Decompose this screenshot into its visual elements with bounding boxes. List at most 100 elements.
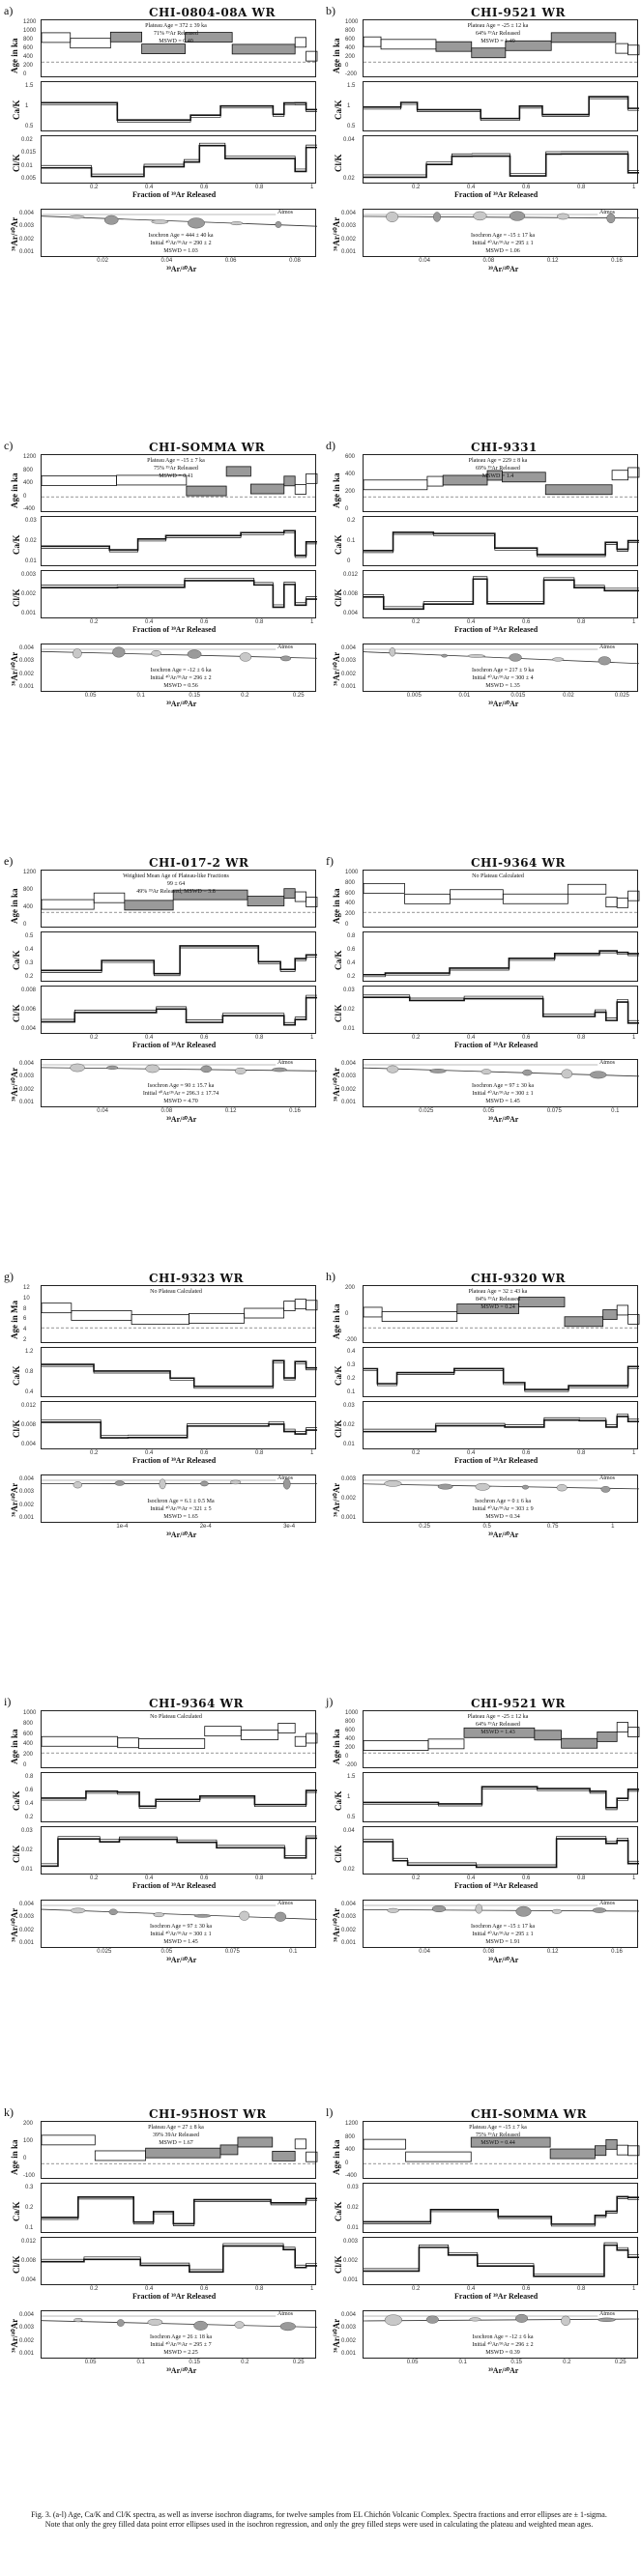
ca-k-axis-label: Ca/K bbox=[334, 1365, 343, 1386]
plateau-annotation: Plateau Age = 372 ± 39 ka 71% ³⁹Ar Releas… bbox=[99, 22, 253, 45]
error-ellipse bbox=[106, 1065, 119, 1070]
isochron-y-tick-label: 0.001 bbox=[341, 1515, 357, 1521]
isochron-y-tick-label: 0.001 bbox=[19, 2351, 35, 2357]
fraction-tick-label: 0.8 bbox=[577, 1035, 586, 1041]
panel-title: CHI-9331 bbox=[471, 441, 538, 454]
isochron-y-axis-label: ³⁶Ar/⁴⁰Ar bbox=[332, 1907, 341, 1942]
cl-k-plot bbox=[363, 135, 639, 184]
panel-d: d) CHI-9331 Age in ka 600 400 200 0 Plateau Age… bbox=[326, 439, 640, 844]
isochron-x-tick-label: 0.12 bbox=[546, 1949, 559, 1955]
fraction-tick-label: 0.2 bbox=[90, 185, 99, 190]
age-spectrum-steps bbox=[41, 466, 318, 498]
error-ellipse bbox=[147, 2318, 163, 2326]
age-tick-label: -100 bbox=[23, 2173, 36, 2179]
ca-k-tick-label: 0.2 bbox=[25, 1815, 34, 1820]
ca-k-line bbox=[42, 2195, 317, 2225]
age-tick-label: 1000 bbox=[345, 870, 359, 875]
fraction-tick-label: 0.2 bbox=[90, 1450, 99, 1456]
age-step bbox=[117, 1737, 139, 1749]
isochron-annotation: Isochron Age = 26 ± 18 ka Initial ⁴⁰Ar/³⁶… bbox=[108, 2333, 253, 2357]
isochron-annotation-line: Isochron Age = 6.1 ± 0.5 Ma bbox=[147, 1499, 215, 1504]
age-step bbox=[283, 475, 296, 487]
cl-k-spectrum bbox=[364, 1836, 639, 1869]
age-tick-label: -400 bbox=[345, 2173, 358, 2179]
isochron-y-tick-label: 0.003 bbox=[341, 658, 357, 665]
error-ellipse bbox=[384, 2314, 402, 2326]
plateau-annotation-line: 84% ³⁹Ar Released bbox=[476, 1297, 520, 1302]
age-axis-label: Age in ka bbox=[332, 2139, 341, 2175]
isochron-x-tick-label: 1e-4 bbox=[116, 1524, 129, 1530]
isochron-x-tick-label: 0.1 bbox=[611, 1108, 620, 1114]
isochron-annotation-line: MSWD = 1.35 bbox=[485, 683, 520, 689]
cl-k-tick-label: 0.02 bbox=[21, 137, 33, 143]
isochron-annotation: Isochron Age = -12 ± 6 ka Initial ⁴⁰Ar/³⁶… bbox=[430, 2333, 575, 2357]
isochron-x-tick-label: 0.04 bbox=[419, 1949, 430, 1955]
isochron-x-tick-label: 1 bbox=[611, 1524, 615, 1530]
isochron-diagram bbox=[363, 1903, 640, 1917]
age-spectrum-plot bbox=[41, 19, 318, 77]
plateau-annotation-line: Weighted Mean Age of Plateau-like Fracti… bbox=[123, 873, 229, 879]
error-ellipse bbox=[145, 1064, 160, 1073]
age-tick-label: 400 bbox=[345, 1736, 356, 1742]
ca-k-tick-label: 0.01 bbox=[25, 558, 37, 564]
age-tick-label: 0 bbox=[345, 63, 349, 69]
cl-k-tick-label: 0.02 bbox=[343, 1007, 355, 1013]
cl-k-error-line bbox=[364, 576, 639, 608]
ca-k-tick-label: 0.2 bbox=[347, 518, 356, 524]
cl-k-tick-label: 0.003 bbox=[343, 2239, 359, 2245]
isochron-x-tick-label: 0.25 bbox=[614, 2360, 626, 2365]
fraction-tick-label: 0.2 bbox=[90, 2286, 99, 2292]
cl-k-tick-label: 0.003 bbox=[21, 572, 37, 578]
ca-k-error-line bbox=[42, 1361, 317, 1389]
fraction-tick-label: 0.2 bbox=[90, 1035, 99, 1041]
fraction-tick-label: 1 bbox=[310, 1875, 314, 1881]
isochron-annotation-line: Isochron Age = 90 ± 15.7 ka bbox=[147, 1083, 215, 1089]
age-tick-label: 200 bbox=[345, 911, 356, 918]
isochron-annotation-line: Isochron Age = 444 ± 40 ka bbox=[148, 233, 214, 239]
isochron-x-tick-label: 0.75 bbox=[546, 1524, 559, 1530]
age-step bbox=[405, 2151, 472, 2162]
cl-k-line bbox=[364, 578, 639, 611]
age-tick-label: 10 bbox=[23, 1295, 30, 1302]
error-ellipse bbox=[70, 1063, 85, 1073]
cl-k-error-line bbox=[42, 578, 317, 606]
cl-k-line bbox=[42, 1421, 317, 1439]
ca-k-error-line bbox=[42, 2198, 317, 2226]
ca-k-tick-label: 1.5 bbox=[347, 1774, 356, 1780]
age-step bbox=[294, 1735, 307, 1747]
fraction-axis-label: Fraction of ³⁹Ar Released bbox=[132, 1456, 217, 1465]
isochron-y-tick-label: 0.003 bbox=[19, 658, 35, 665]
age-step bbox=[605, 897, 618, 908]
error-ellipse bbox=[556, 1484, 568, 1492]
error-ellipse bbox=[73, 648, 82, 659]
age-tick-label: 0 bbox=[345, 1311, 349, 1317]
fraction-tick-label: 1 bbox=[310, 2286, 314, 2292]
isochron-annotation-line: MSWD = 1.91 bbox=[485, 1939, 520, 1945]
panel-title: CHI-9364 WR bbox=[471, 856, 567, 870]
age-step bbox=[435, 41, 473, 52]
isochron-plot bbox=[41, 1900, 318, 1948]
age-step bbox=[306, 472, 318, 484]
age-tick-label: 200 bbox=[345, 54, 356, 60]
age-step bbox=[225, 466, 251, 477]
cl-k-plot bbox=[363, 986, 639, 1034]
ca-k-tick-label: 0.03 bbox=[25, 518, 37, 524]
panel-title: CHI-9521 WR bbox=[471, 1697, 567, 1710]
cl-k-tick-label: 0.012 bbox=[21, 2239, 37, 2245]
cl-k-spectrum bbox=[42, 994, 317, 1026]
ca-k-tick-label: 0.4 bbox=[347, 960, 356, 966]
isochron-x-tick-label: 0.1 bbox=[289, 1949, 298, 1955]
age-step bbox=[109, 31, 143, 43]
ca-k-line bbox=[364, 96, 639, 120]
age-step bbox=[605, 2138, 618, 2150]
isochron-x-tick-label: 0.2 bbox=[563, 2360, 571, 2365]
fraction-tick-label: 1 bbox=[310, 619, 314, 625]
plateau-annotation-line: Plateau Age = 229 ± 8 ka bbox=[468, 458, 528, 464]
age-step bbox=[627, 1727, 640, 1737]
fraction-tick-label: 0.4 bbox=[145, 2286, 154, 2292]
error-ellipse bbox=[433, 212, 441, 222]
isochron-y-axis-label: ³⁶Ar/⁴⁰Ar bbox=[10, 651, 19, 686]
isochron-regression-line bbox=[41, 2320, 318, 2328]
age-spectrum-plot bbox=[363, 2121, 640, 2179]
ca-k-axis-label: Ca/K bbox=[334, 100, 343, 120]
